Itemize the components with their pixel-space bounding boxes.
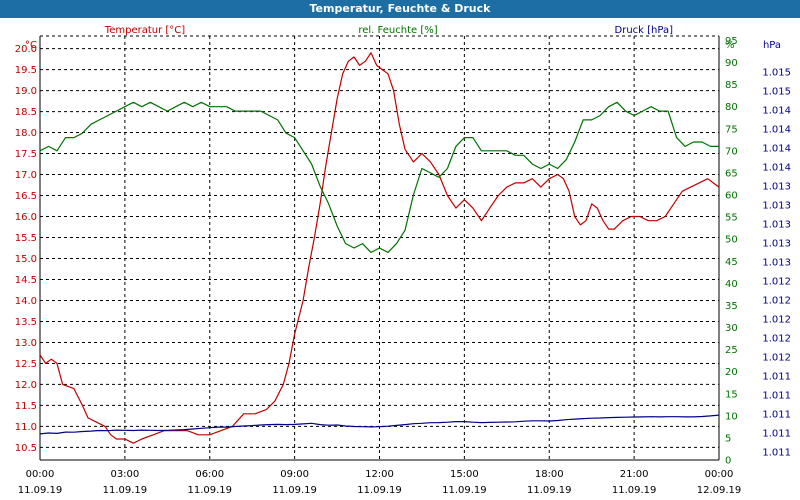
humidity-tick-label: 85 bbox=[725, 80, 738, 91]
temperature-tick-label: 13.5 bbox=[15, 317, 37, 328]
humidity-tick-label: 80 bbox=[725, 102, 738, 113]
legend-label-temperature: Temperatur [°C] bbox=[104, 25, 185, 36]
temperature-tick-label: 16.5 bbox=[15, 191, 37, 202]
date-tick-label: 11.09.19 bbox=[442, 485, 487, 496]
humidity-tick-label: 70 bbox=[725, 146, 738, 157]
pressure-tick-label: 1.011 bbox=[762, 410, 791, 421]
humidity-tick-label: 75 bbox=[725, 124, 738, 135]
humidity-tick-label: 20 bbox=[725, 367, 738, 378]
window-title: Temperatur, Feuchte & Druck bbox=[0, 0, 800, 18]
temperature-tick-label: 18.5 bbox=[15, 107, 37, 118]
humidity-tick-label: 10 bbox=[725, 411, 738, 422]
series-line-pressure bbox=[39, 414, 720, 435]
humidity-tick-label: 40 bbox=[725, 279, 738, 290]
humidity-tick-label: 25 bbox=[725, 345, 738, 356]
humidity-tick-label: 15 bbox=[725, 389, 738, 400]
pressure-tick-label: 1.014 bbox=[762, 106, 791, 117]
pressure-tick-label: 1.012 bbox=[762, 277, 791, 288]
humidity-tick-label: 0 bbox=[725, 456, 731, 467]
pressure-tick-label: 1.014 bbox=[762, 125, 791, 136]
pressure-unit: hPa bbox=[763, 40, 781, 51]
pressure-tick-label: 1.015 bbox=[762, 87, 791, 98]
humidity-tick-label: 5 bbox=[725, 433, 731, 444]
time-tick-label: 18:00 bbox=[535, 469, 564, 480]
date-tick-label: 11.09.19 bbox=[187, 485, 232, 496]
temperature-tick-label: 18.0 bbox=[15, 128, 37, 139]
temperature-tick-label: 15.5 bbox=[15, 233, 37, 244]
temperature-tick-label: 19.0 bbox=[15, 86, 37, 97]
legend-label-pressure: Druck [hPa] bbox=[615, 25, 674, 36]
pressure-tick-label: 1.013 bbox=[762, 182, 791, 193]
time-tick-label: 12:00 bbox=[365, 469, 394, 480]
humidity-tick-label: 55 bbox=[725, 213, 738, 224]
series-line-humidity bbox=[39, 101, 719, 253]
series-lines bbox=[39, 52, 720, 444]
pressure-tick-label: 1.011 bbox=[762, 372, 791, 383]
humidity-tick-label: 60 bbox=[725, 191, 738, 202]
time-axis: 00:00 11.09.19 03:00 11.09.19 06:00 11.09.19 0… bbox=[18, 469, 742, 496]
temperature-tick-label: 17.5 bbox=[15, 149, 37, 160]
pressure-tick-label: 1.011 bbox=[762, 448, 791, 459]
temperature-tick-label: 12.0 bbox=[15, 380, 37, 391]
pressure-tick-label: 1.011 bbox=[762, 429, 791, 440]
humidity-tick-label: 95 bbox=[725, 36, 738, 47]
time-tick-label: 15:00 bbox=[450, 469, 479, 480]
pressure-tick-label: 1.013 bbox=[762, 258, 791, 269]
humidity-tick-label: 65 bbox=[725, 168, 738, 179]
pressure-tick-label: 1.013 bbox=[762, 201, 791, 212]
pressure-tick-label: 1.011 bbox=[762, 391, 791, 402]
humidity-tick-label: 50 bbox=[725, 235, 738, 246]
pressure-tick-label: 1.014 bbox=[762, 144, 791, 155]
time-tick-label: 00:00 bbox=[705, 469, 734, 480]
humidity-axis: 0 5 10 15 20 25 30 35 40 45 50 55 60 65 70 75 80 85 90 95% bbox=[725, 36, 738, 467]
temperature-tick-label: 14.5 bbox=[15, 275, 37, 286]
temperature-tick-label: 20.0 bbox=[15, 44, 37, 55]
humidity-tick-label: 90 bbox=[725, 58, 738, 69]
pressure-tick-label: 1.012 bbox=[762, 334, 791, 345]
temperature-tick-label: 11.5 bbox=[15, 401, 37, 412]
pressure-tick-label: 1.012 bbox=[762, 353, 791, 364]
pressure-tick-label: 1.014 bbox=[762, 163, 791, 174]
temperature-unit: °C bbox=[25, 40, 37, 51]
time-tick-label: 06:00 bbox=[195, 469, 224, 480]
pressure-tick-label: 1.012 bbox=[762, 296, 791, 307]
pressure-axis: 1.011 1.011 1.011 1.011 1.011 1.012 1.012 1.012… bbox=[762, 40, 791, 459]
pressure-tick-label: 1.015 bbox=[762, 68, 791, 79]
date-tick-label: 11.09.19 bbox=[357, 485, 402, 496]
time-tick-label: 09:00 bbox=[280, 469, 309, 480]
temperature-tick-label: 15.0 bbox=[15, 254, 37, 265]
date-tick-label: 11.09.19 bbox=[612, 485, 657, 496]
temperature-tick-label: 14.0 bbox=[15, 296, 37, 307]
temperature-tick-label: 12.5 bbox=[15, 359, 37, 370]
temperature-tick-label: 13.0 bbox=[15, 338, 37, 349]
humidity-unit: % bbox=[725, 40, 735, 51]
date-tick-label: 11.09.19 bbox=[272, 485, 317, 496]
legend-label-humidity: rel. Feuchte [%] bbox=[358, 25, 437, 36]
temperature-tick-label: 16.0 bbox=[15, 212, 37, 223]
time-tick-label: 21:00 bbox=[620, 469, 649, 480]
date-tick-label: 11.09.19 bbox=[103, 485, 148, 496]
time-tick-label: 00:00 bbox=[26, 469, 55, 480]
humidity-tick-label: 35 bbox=[725, 301, 738, 312]
time-tick-label: 03:00 bbox=[110, 469, 139, 480]
date-tick-label: 11.09.19 bbox=[18, 485, 63, 496]
date-tick-label: 12.09.19 bbox=[697, 485, 742, 496]
series-line-temperature bbox=[39, 52, 720, 444]
plot-frame bbox=[39, 35, 720, 461]
humidity-tick-label: 30 bbox=[725, 323, 738, 334]
temperature-tick-label: 17.0 bbox=[15, 170, 37, 181]
humidity-tick-label: 45 bbox=[725, 257, 738, 268]
pressure-tick-label: 1.013 bbox=[762, 220, 791, 231]
temperature-tick-label: 19.5 bbox=[15, 65, 37, 76]
pressure-tick-label: 1.012 bbox=[762, 315, 791, 326]
legend: Temperatur [°C] rel. Feuchte [%] Druck [hP… bbox=[104, 25, 673, 36]
temperature-tick-label: 10.5 bbox=[15, 443, 37, 454]
date-tick-label: 11.09.19 bbox=[527, 485, 572, 496]
temperature-tick-label: 11.0 bbox=[15, 422, 37, 433]
pressure-tick-label: 1.013 bbox=[762, 239, 791, 250]
temperature-axis: 10.5 11.0 11.5 12.0 12.5 13.0 13.5 14.0 14.5 15.0… bbox=[15, 40, 37, 454]
